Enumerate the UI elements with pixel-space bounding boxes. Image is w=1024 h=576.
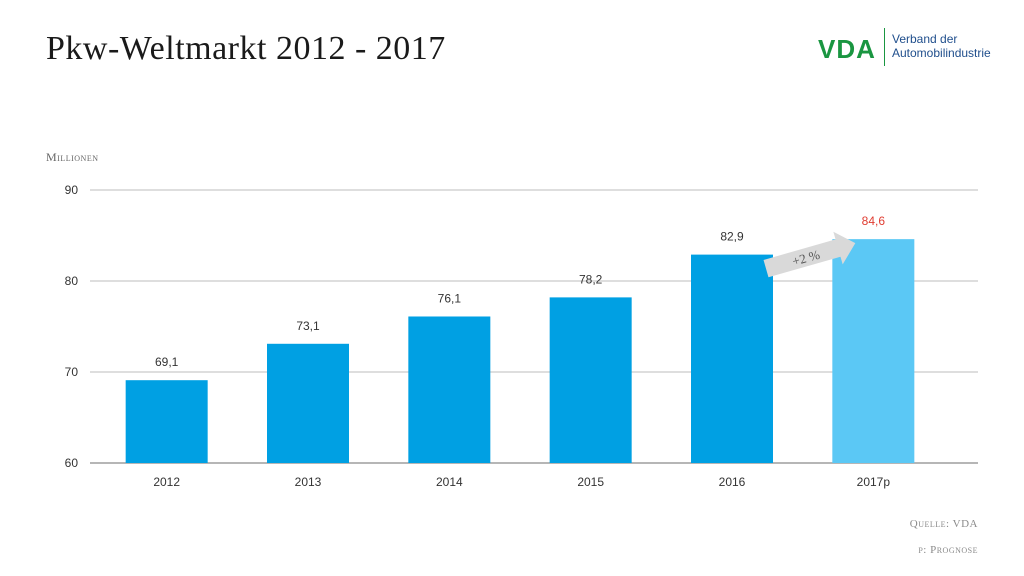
bar xyxy=(125,380,208,463)
x-tick-label: 2014 xyxy=(436,475,463,489)
logo-line-1: Verband der xyxy=(892,32,958,46)
growth-annotation-label: +2 % xyxy=(791,247,822,269)
bar-value-label: 76,1 xyxy=(438,291,462,305)
bar-value-label: 69,1 xyxy=(155,355,179,369)
growth-arrow: +2 % xyxy=(763,231,856,278)
y-tick-label: 90 xyxy=(65,183,79,197)
arrow-shape xyxy=(763,231,856,278)
logo-text: Verband der Automobilindustrie xyxy=(892,32,991,60)
forecast-footnote: p: Prognose xyxy=(918,544,978,556)
x-tick-label: 2015 xyxy=(577,475,604,489)
x-tick-label: 2013 xyxy=(295,475,322,489)
source-note: Quelle: VDA xyxy=(909,518,978,530)
bar-value-label: 78,2 xyxy=(579,272,603,286)
bar xyxy=(408,316,491,463)
y-tick-label: 70 xyxy=(65,365,79,379)
logo-line-2: Automobilindustrie xyxy=(892,46,991,60)
bar-value-label: 73,1 xyxy=(296,319,320,333)
y-tick-label: 80 xyxy=(65,274,79,288)
bar-value-label: 84,6 xyxy=(862,214,886,228)
y-tick-label: 60 xyxy=(65,456,79,470)
x-tick-label: 2016 xyxy=(719,475,746,489)
bar-value-label: 82,9 xyxy=(720,230,744,244)
logo-divider xyxy=(884,28,885,66)
bar xyxy=(832,239,915,463)
bar xyxy=(267,343,349,463)
page-title: Pkw-Weltmarkt 2012 - 2017 xyxy=(46,30,446,67)
bar xyxy=(549,297,632,463)
bar xyxy=(691,254,773,463)
x-tick-label: 2012 xyxy=(153,475,180,489)
unit-label: Millionen xyxy=(46,150,99,164)
x-tick-label: 2017p xyxy=(857,475,891,489)
logo-mark: VDA xyxy=(818,34,876,64)
